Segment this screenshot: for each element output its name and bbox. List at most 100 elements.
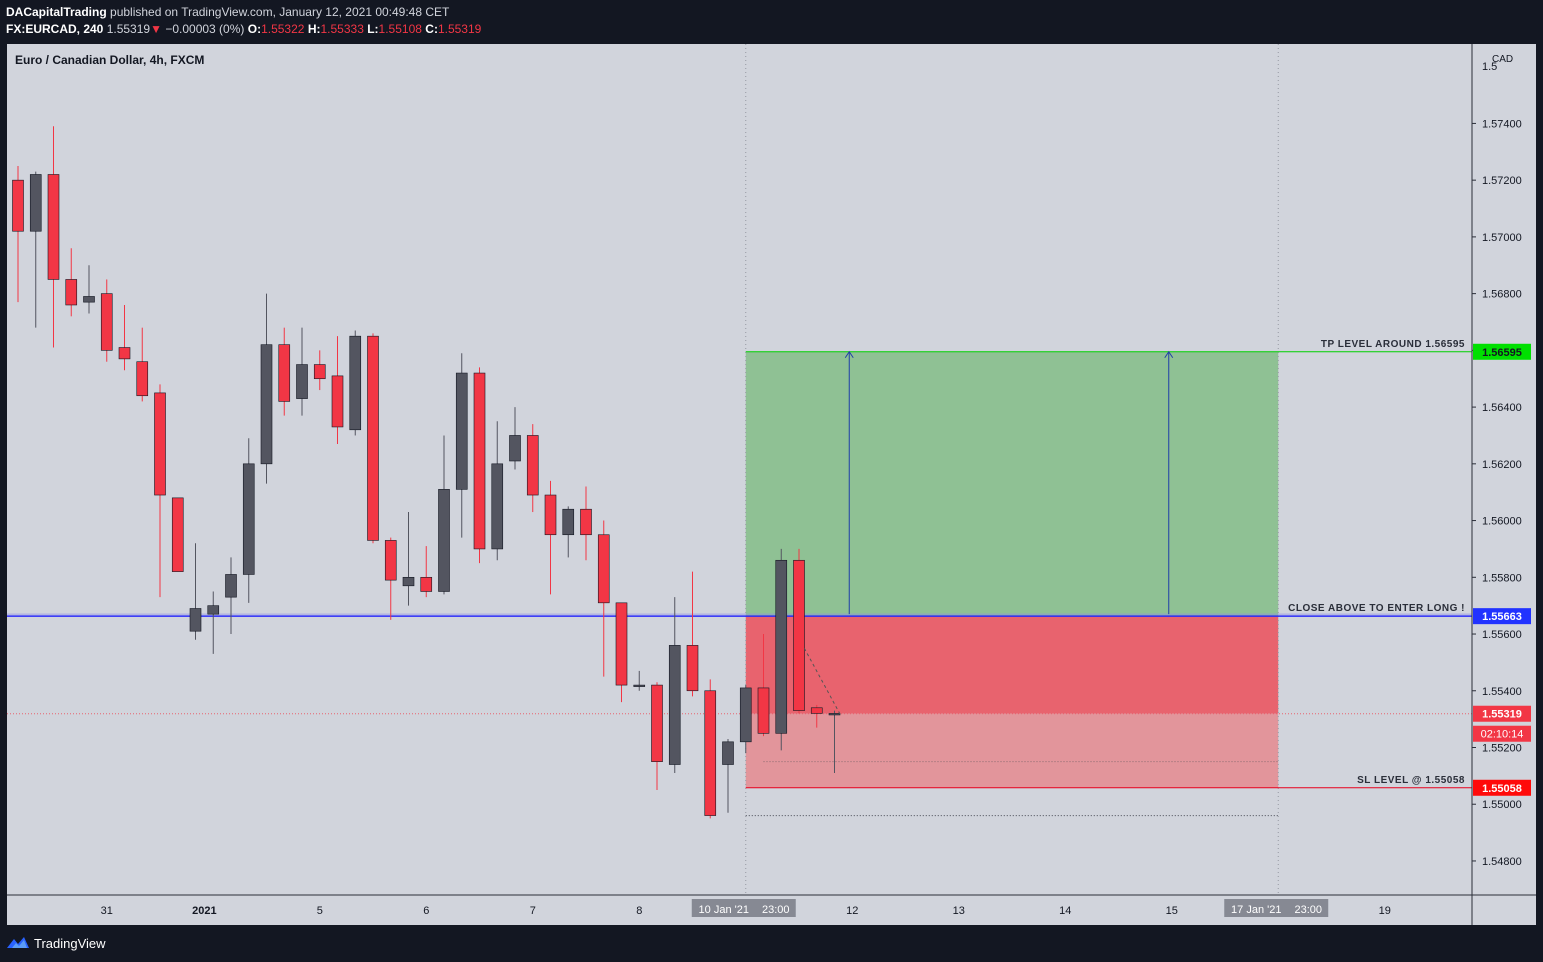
candle-body [739, 687, 752, 743]
low-value: 1.55108 [378, 22, 422, 36]
candle-body [331, 375, 344, 428]
open-value: 1.55322 [261, 22, 305, 36]
candle-body [686, 645, 699, 692]
range-end-badge-bg [1224, 899, 1329, 917]
candle-body [189, 608, 202, 632]
range-end-badge-date: 17 Jan '21 [1231, 904, 1281, 916]
tp-arrow-head-icon [844, 350, 854, 359]
candle-body [136, 361, 149, 397]
price-tick-label-partial: 1.5 [1482, 61, 1497, 73]
candle-body [633, 684, 646, 687]
price-tick-label: 1.55800 [1482, 572, 1522, 584]
high-label: H: [307, 22, 321, 36]
tp-arrow-head-icon [1164, 350, 1174, 359]
candle-body [651, 684, 663, 762]
sl-price-badge: 1.55058 [1482, 783, 1522, 795]
price-tick-label: 1.56000 [1482, 516, 1522, 528]
price-tick-label: 1.54800 [1482, 856, 1522, 868]
sl-price-badge-bg [1473, 779, 1531, 796]
candle-body [438, 489, 450, 592]
entry-price-badge-bg [1473, 608, 1531, 625]
currency-label: CAD [1492, 54, 1513, 65]
loss-zone-active [745, 616, 1279, 714]
open-label: O: [247, 22, 262, 36]
candle-body [704, 690, 717, 816]
author-name[interactable]: DACapitalTrading [6, 5, 107, 19]
sl-annotation: SL LEVEL @ 1.55058 [1357, 775, 1465, 786]
candle-body [384, 540, 397, 581]
candle-body [810, 707, 823, 714]
down-arrow-icon: ▼ [150, 22, 162, 36]
candle-body [207, 605, 220, 615]
range-start-badge-date: 10 Jan '21 [699, 904, 749, 916]
candle-body [491, 463, 504, 550]
candle-body [260, 344, 273, 465]
candle-body [615, 602, 628, 686]
time-tick-label: 2021 [192, 905, 216, 917]
tp-annotation: TP LEVEL AROUND 1.56595 [1321, 339, 1465, 350]
price-tick-label: 1.56200 [1482, 459, 1522, 471]
candle-body [83, 296, 95, 303]
close-value: 1.55319 [437, 22, 482, 36]
time-tick-label: 6 [423, 905, 429, 917]
range-start-badge-time: 23:00 [762, 904, 790, 916]
time-tick-label: 13 [953, 905, 965, 917]
candle-body [420, 576, 433, 592]
symbol-label: FX:EURCAD, 240 [6, 22, 104, 36]
last-price: 1.55319 [106, 22, 151, 36]
candle-body [722, 741, 734, 765]
projection-dash [803, 647, 841, 714]
high-value: 1.55333 [320, 22, 364, 36]
price-tick-label: 1.56800 [1482, 289, 1522, 301]
candle-body [580, 508, 592, 536]
candle-body [597, 534, 610, 604]
candle-body [562, 508, 575, 536]
price-tick-label: 1.57000 [1482, 232, 1522, 244]
time-tick-label: 31 [101, 905, 113, 917]
candle-body [544, 494, 557, 536]
candle-body [757, 687, 770, 734]
tradingview-logo-icon[interactable] [6, 935, 30, 951]
range-end-badge-time: 23:00 [1294, 904, 1322, 916]
publish-header: DACapitalTrading published on TradingVie… [0, 0, 1543, 40]
time-tick-label: 5 [317, 905, 323, 917]
last-price-badge-bg [1473, 705, 1531, 722]
candle-body [793, 559, 805, 711]
candle-body [12, 179, 24, 232]
price-tick-label: 1.55200 [1482, 742, 1522, 754]
price-tick-label: 1.55600 [1482, 629, 1522, 641]
candle-body [242, 463, 255, 575]
loss-zone [745, 713, 1279, 788]
candle-body [29, 174, 42, 232]
candle-body [154, 392, 166, 496]
price-chart[interactable]: TP LEVEL AROUND 1.56595 CLOSE ABOVE TO EN… [7, 44, 1536, 925]
price-tick-label: 1.55000 [1482, 799, 1522, 811]
candle-body [455, 372, 468, 490]
candle-body [402, 576, 415, 587]
published-text: published on TradingView.com, January 12… [110, 5, 450, 19]
time-tick-label: 12 [846, 905, 858, 917]
countdown-badge-bg [1473, 725, 1531, 742]
symbol-title: Euro / Canadian Dollar, 4h, FXCM [15, 53, 205, 67]
candle-body [278, 344, 291, 402]
price-tick-label: 1.57200 [1482, 175, 1522, 187]
price-tick-label: 1.57400 [1482, 118, 1522, 130]
time-tick-label: 7 [530, 905, 536, 917]
tp-price-badge-bg [1473, 343, 1531, 360]
candle-body [668, 645, 681, 765]
time-tick-label: 8 [636, 905, 642, 917]
candle-body [65, 279, 78, 306]
chart-panel[interactable]: TP LEVEL AROUND 1.56595 CLOSE ABOVE TO EN… [7, 44, 1536, 925]
time-tick-label: 15 [1166, 905, 1178, 917]
candle-body [296, 364, 308, 399]
candle-body [473, 372, 486, 550]
tp-price-badge: 1.56595 [1482, 347, 1522, 359]
price-tick-label: 1.55400 [1482, 686, 1522, 698]
profit-zone [745, 351, 1279, 617]
candle-body [775, 559, 788, 734]
brand-name[interactable]: TradingView [34, 936, 106, 951]
candle-body [225, 574, 237, 598]
publish-info: DACapitalTrading published on TradingVie… [6, 5, 449, 19]
time-tick-label: 19 [1379, 905, 1391, 917]
range-start-badge-bg [691, 899, 796, 917]
